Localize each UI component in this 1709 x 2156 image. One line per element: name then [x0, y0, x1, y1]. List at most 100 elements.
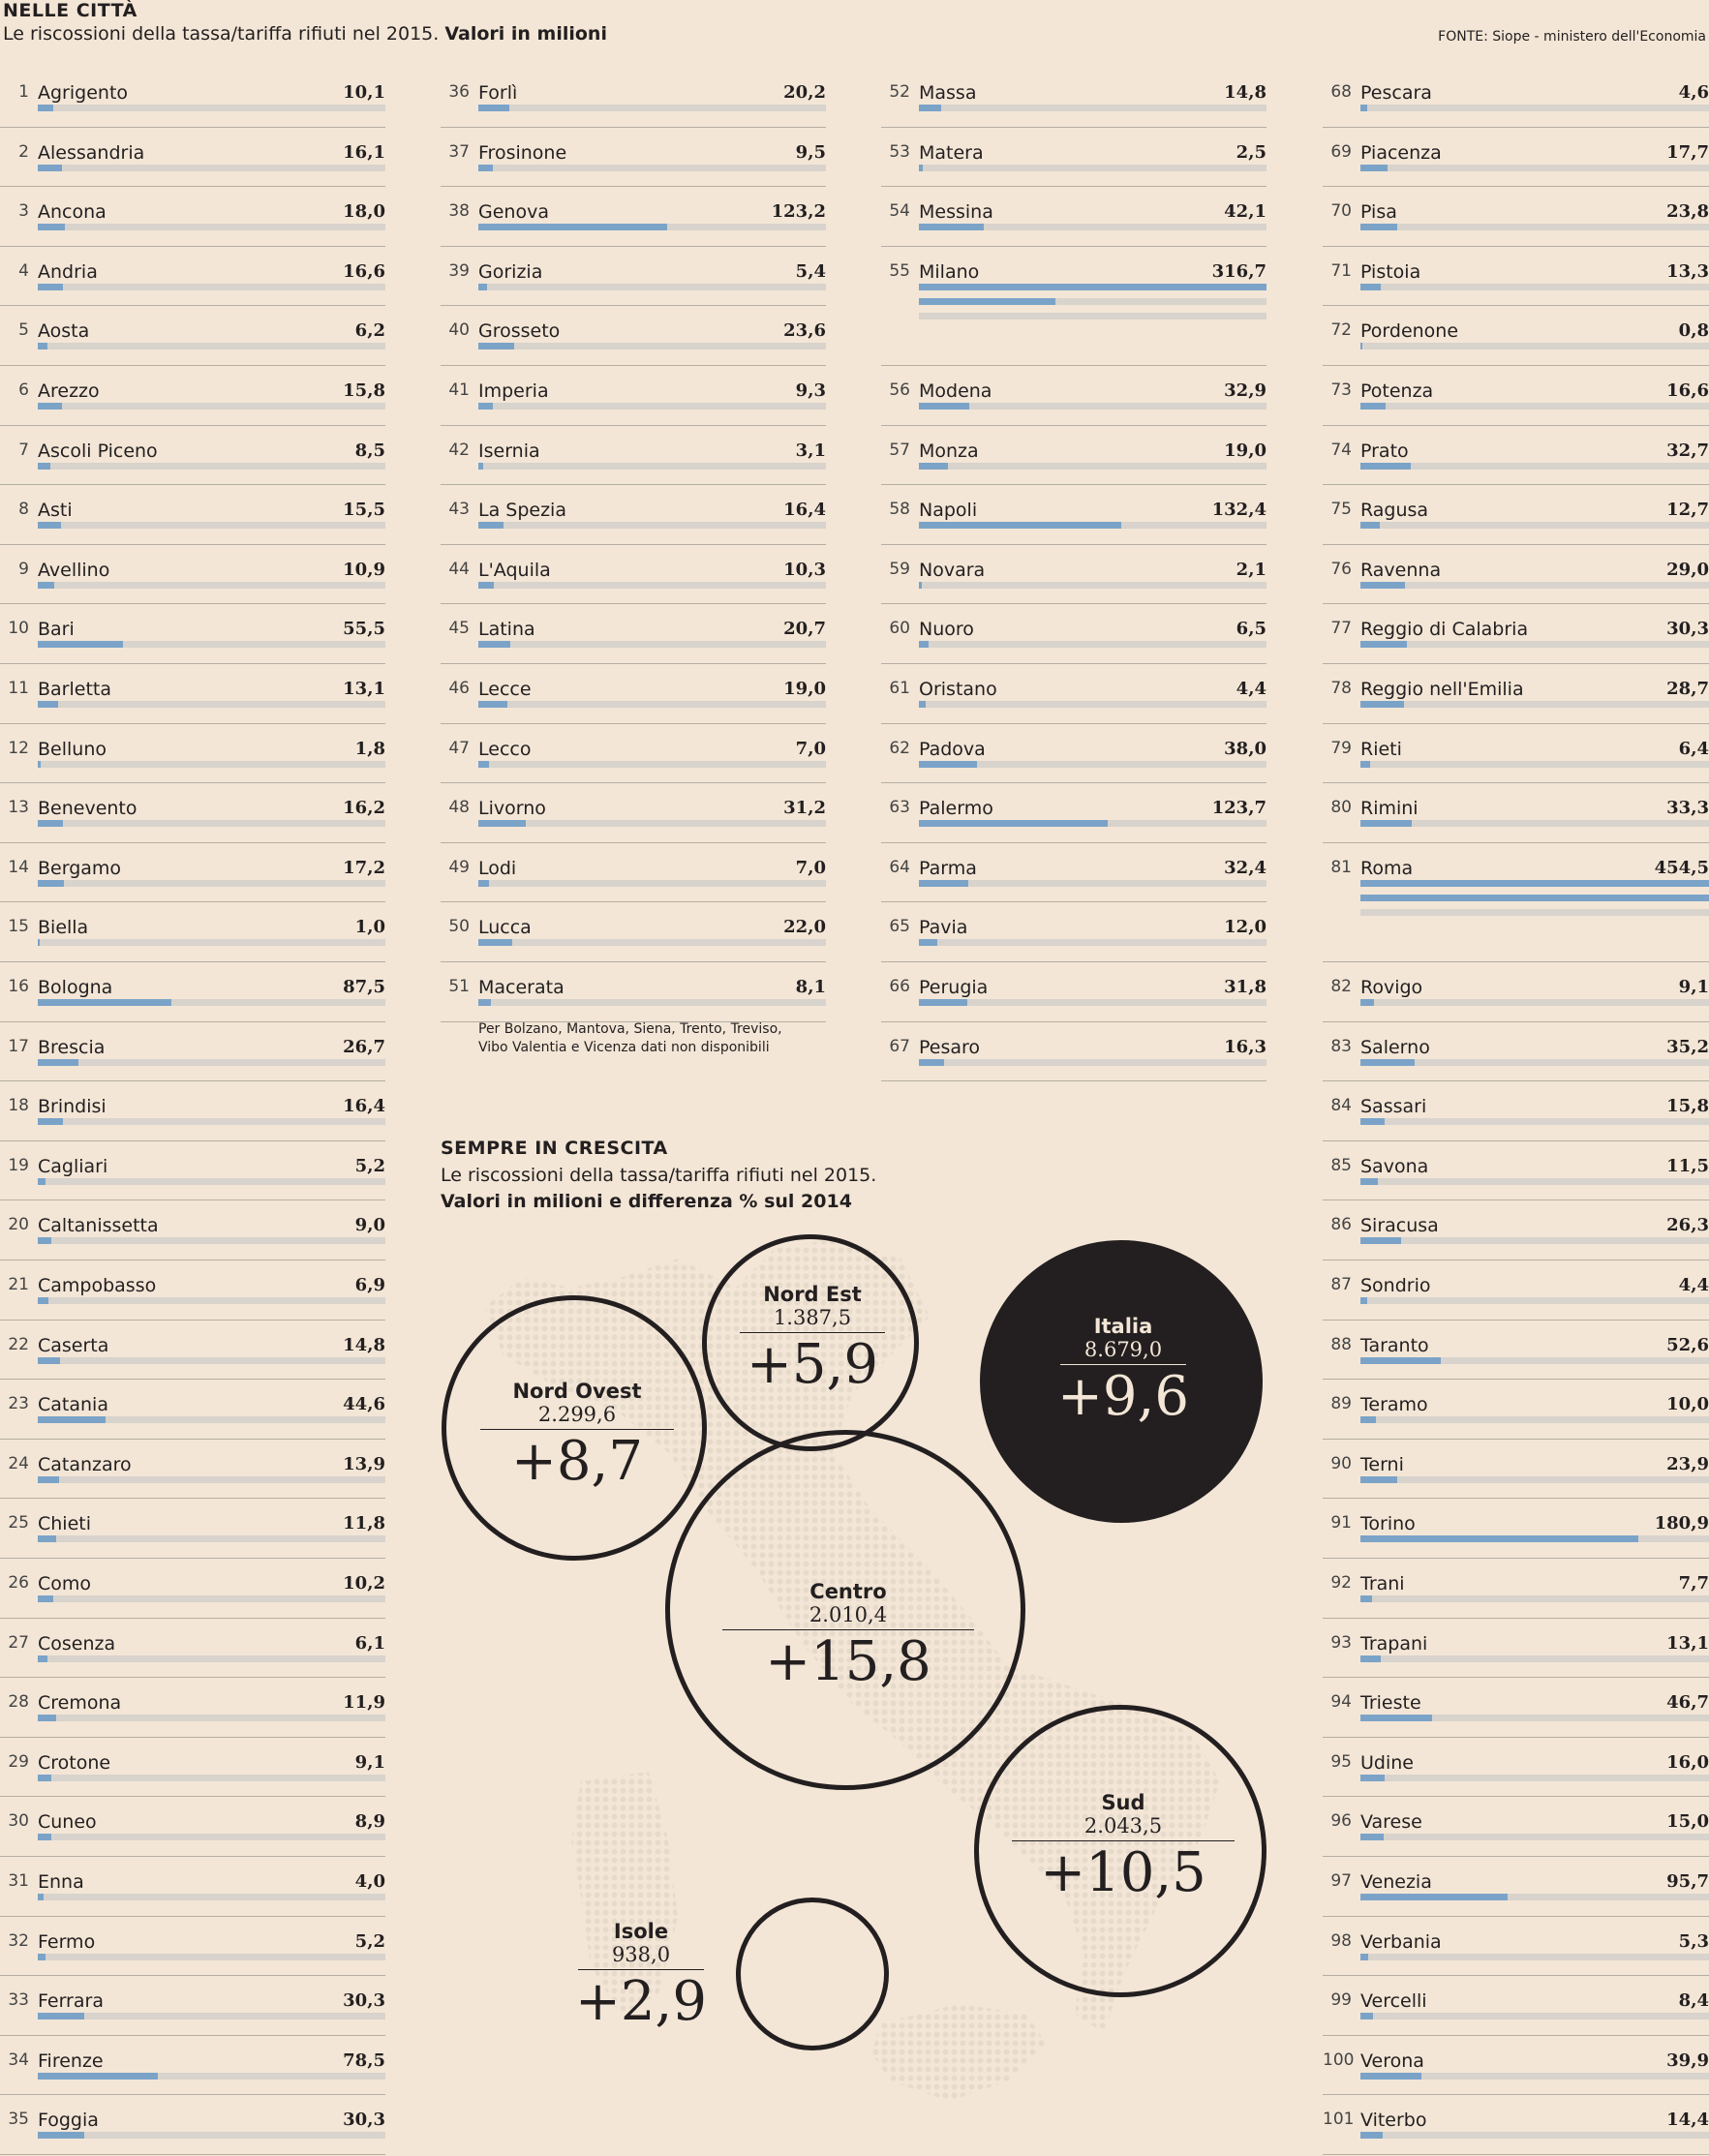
- bar-track: [919, 820, 1266, 828]
- city-row: 9 Avellino 10,9: [0, 545, 385, 605]
- city-rank: 7: [18, 440, 29, 460]
- city-value-label: 87,5: [343, 977, 385, 997]
- bar-fill: [919, 105, 942, 111]
- bar-track: [1360, 1715, 1709, 1722]
- city-rank: 68: [1330, 82, 1352, 102]
- city-row: 62 Padova 38,0: [881, 724, 1266, 784]
- city-rank: 69: [1330, 141, 1352, 162]
- bar-track: [919, 999, 1266, 1006]
- city-row: 72 Pordenone 0,8: [1323, 306, 1709, 366]
- city-value-label: 16,1: [343, 141, 385, 163]
- city-rank: 93: [1330, 1632, 1352, 1653]
- city-rank: 73: [1330, 380, 1352, 400]
- bar-fill: [1360, 1715, 1432, 1722]
- bar-track: [1360, 283, 1709, 290]
- city-rank: 17: [8, 1036, 29, 1056]
- city-rank: 29: [8, 1751, 29, 1772]
- bar-track: [919, 879, 1266, 887]
- city-name: Bologna: [38, 977, 113, 998]
- bar-fill: [1360, 581, 1405, 589]
- bar-fill: [38, 1535, 56, 1543]
- city-row: 57 Monza 19,0: [881, 426, 1266, 486]
- page-title: NELLE CITTÀ: [3, 0, 137, 21]
- bar-track: [1360, 1595, 1709, 1602]
- city-name: Messina: [919, 201, 993, 224]
- bar-track: [38, 343, 385, 350]
- bar-track: [1360, 1177, 1709, 1185]
- city-name: Napoli: [919, 500, 978, 522]
- city-row: 64 Parma 32,4: [881, 843, 1266, 903]
- city-value-label: 5,4: [795, 260, 826, 282]
- city-rank: 92: [1330, 1573, 1352, 1593]
- bar-fill: [1360, 1953, 1369, 1960]
- bar-fill: [1360, 403, 1387, 410]
- city-row: 65 Pavia 12,0: [881, 902, 1266, 962]
- bar-track: [38, 939, 385, 947]
- bar-track: [1360, 1237, 1709, 1245]
- city-row: 12 Belluno 1,8: [0, 724, 385, 784]
- city-rank: 18: [8, 1096, 29, 1116]
- city-rank: 99: [1330, 1990, 1352, 2011]
- city-name: Pesaro: [919, 1036, 981, 1058]
- city-value-label: 10,0: [1666, 1394, 1709, 1415]
- bar-fill: [38, 283, 64, 290]
- city-rank: 6: [18, 380, 29, 400]
- city-row: 44 L'Aquila 10,3: [441, 545, 826, 605]
- city-name: Lucca: [478, 917, 532, 939]
- city-rank: 44: [448, 559, 470, 579]
- city-name: Parma: [919, 857, 977, 879]
- city-row: 87 Sondrio 4,4: [1323, 1260, 1709, 1321]
- city-row: 71 Pistoia 13,3: [1323, 247, 1709, 307]
- city-name: Ragusa: [1360, 500, 1429, 522]
- city-name: Biella: [38, 917, 89, 939]
- city-name: Crotone: [38, 1751, 111, 1774]
- bar-fill: [1360, 1655, 1381, 1662]
- bar-track: [1360, 105, 1709, 111]
- city-name: Milano: [919, 260, 980, 283]
- city-name: Bergamo: [38, 857, 122, 879]
- city-rank: 21: [8, 1275, 29, 1294]
- city-row: 95 Udine 16,0: [1323, 1738, 1709, 1798]
- city-row: 19 Cagliari 5,2: [0, 1141, 385, 1201]
- bar-track: [478, 105, 826, 111]
- bar-fill: [919, 462, 948, 470]
- city-value-label: 2,1: [1236, 559, 1266, 580]
- city-rank: 30: [8, 1811, 29, 1832]
- city-value-label: 17,7: [1666, 141, 1709, 163]
- bar-track: [38, 2072, 385, 2080]
- city-row: 6 Arezzo 15,8: [0, 366, 385, 426]
- city-name: Caserta: [38, 1334, 109, 1356]
- city-value-label: 0,8: [1678, 320, 1709, 342]
- city-rank: 3: [18, 201, 29, 222]
- bar-fill: [38, 879, 65, 887]
- city-name: Asti: [38, 500, 73, 522]
- bar-track: [38, 1715, 385, 1722]
- city-value-label: 30,3: [1666, 619, 1709, 640]
- bar-track: [38, 999, 385, 1006]
- city-name: Oristano: [919, 679, 997, 700]
- page-subtitle: Le riscossioni della tassa/tariffa rifiu…: [3, 23, 607, 45]
- city-row: 34 Firenze 78,5: [0, 2036, 385, 2096]
- city-value-label: 30,3: [343, 2110, 385, 2131]
- bar-track: [478, 343, 826, 350]
- city-row: 77 Reggio di Calabria 30,3: [1323, 604, 1709, 664]
- bar-track: [1360, 1058, 1709, 1066]
- bar-track: [38, 164, 385, 171]
- city-value-label: 32,7: [1666, 440, 1709, 461]
- city-row: 40 Grosseto 23,6: [441, 306, 826, 366]
- bar-fill: [1360, 462, 1411, 470]
- section2-subtitle: Le riscossioni della tassa/tariffa rifiu…: [441, 1165, 877, 1186]
- region-total: 2.043,5: [1012, 1814, 1235, 1841]
- city-name: Foggia: [38, 2110, 99, 2132]
- bar-track: [1360, 1655, 1709, 1662]
- city-value-label: 9,1: [354, 1751, 385, 1773]
- bar-fill: [38, 760, 41, 768]
- bar-track: [1360, 1894, 1709, 1900]
- city-name: Monza: [919, 440, 979, 462]
- bar-track: [1360, 2132, 1709, 2140]
- city-rank: 61: [889, 679, 910, 698]
- bar-fill: [478, 760, 490, 768]
- city-rank: 52: [889, 82, 910, 102]
- city-value-label: 123,7: [1211, 798, 1266, 819]
- city-rank: 19: [8, 1155, 29, 1175]
